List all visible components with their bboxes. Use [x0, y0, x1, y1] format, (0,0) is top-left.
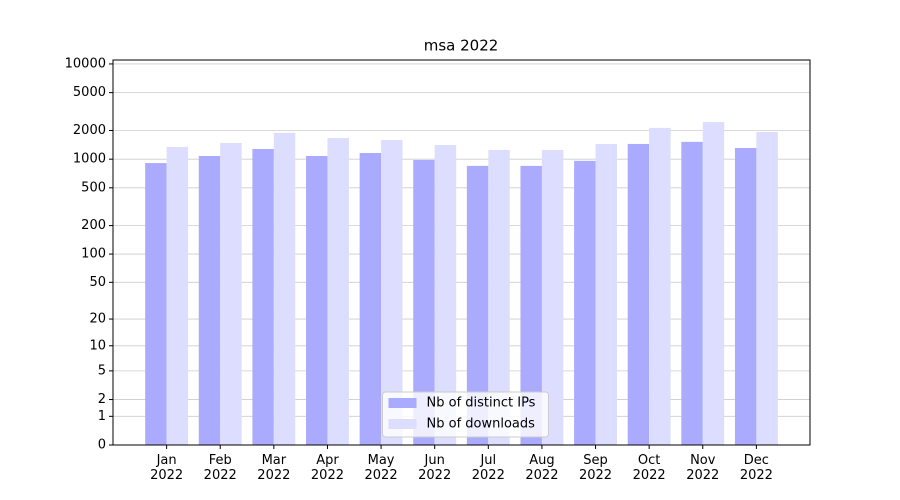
y-tick-label: 5: [98, 363, 106, 378]
bar: [756, 131, 778, 446]
bar: [359, 153, 382, 445]
bar: [574, 160, 596, 445]
bar: [681, 141, 703, 446]
x-tick-label: Nov 2022: [686, 453, 720, 483]
legend-swatch: [388, 419, 417, 429]
bar: [381, 139, 403, 445]
x-tick-label: Apr 2022: [310, 453, 344, 483]
x-tick-label: May 2022: [364, 453, 398, 483]
bar: [734, 148, 757, 445]
x-tick-label: Jan 2022: [150, 453, 184, 483]
bar: [595, 143, 617, 445]
x-tick-label: Dec 2022: [739, 453, 773, 483]
x-tick-label: Feb 2022: [203, 453, 237, 483]
bar: [649, 127, 671, 445]
y-tick-label: 10: [89, 338, 106, 353]
bar: [166, 146, 189, 445]
legend-label: Nb of distinct IPs: [427, 396, 536, 411]
bar: [145, 163, 167, 445]
y-tick-label: 1000: [73, 152, 106, 167]
x-tick-label: Aug 2022: [525, 453, 559, 483]
legend-swatch: [388, 398, 417, 408]
bar: [220, 142, 242, 445]
bar: [702, 121, 725, 445]
bar: [434, 144, 457, 445]
legend-label: Nb of downloads: [427, 417, 536, 432]
bar: [413, 160, 435, 446]
axes-frame: [112, 59, 811, 446]
y-tick-label: 50: [89, 275, 106, 290]
x-tick-label: Oct 2022: [632, 453, 666, 483]
y-tick-label: 2000: [73, 123, 106, 138]
bar: [627, 143, 650, 445]
x-tick-label: Jun 2022: [418, 453, 452, 483]
y-tick-label: 0: [98, 438, 106, 453]
x-tick-label: Jul 2022: [471, 453, 505, 483]
y-tick-label: 200: [81, 218, 106, 233]
bar: [466, 165, 489, 445]
bar: [327, 137, 349, 446]
bar: [488, 149, 510, 445]
y-tick-label: 100: [81, 247, 106, 262]
bar: [273, 132, 296, 445]
bar: [252, 148, 274, 446]
x-tick-label: Mar 2022: [257, 453, 291, 483]
y-tick-label: 2: [98, 392, 106, 407]
y-tick-label: 20: [89, 312, 106, 327]
x-tick-label: Sep 2022: [578, 453, 613, 483]
chart-title: msa 2022: [424, 37, 499, 55]
bar: [198, 155, 221, 446]
y-tick-label: 1: [98, 409, 106, 424]
bar: [520, 165, 542, 445]
bar: [306, 155, 328, 446]
y-tick-label: 500: [81, 180, 106, 195]
y-tick-label: 10000: [65, 56, 106, 71]
legend-box: [382, 391, 549, 438]
y-tick-label: 5000: [73, 85, 106, 100]
bar: [541, 149, 564, 445]
